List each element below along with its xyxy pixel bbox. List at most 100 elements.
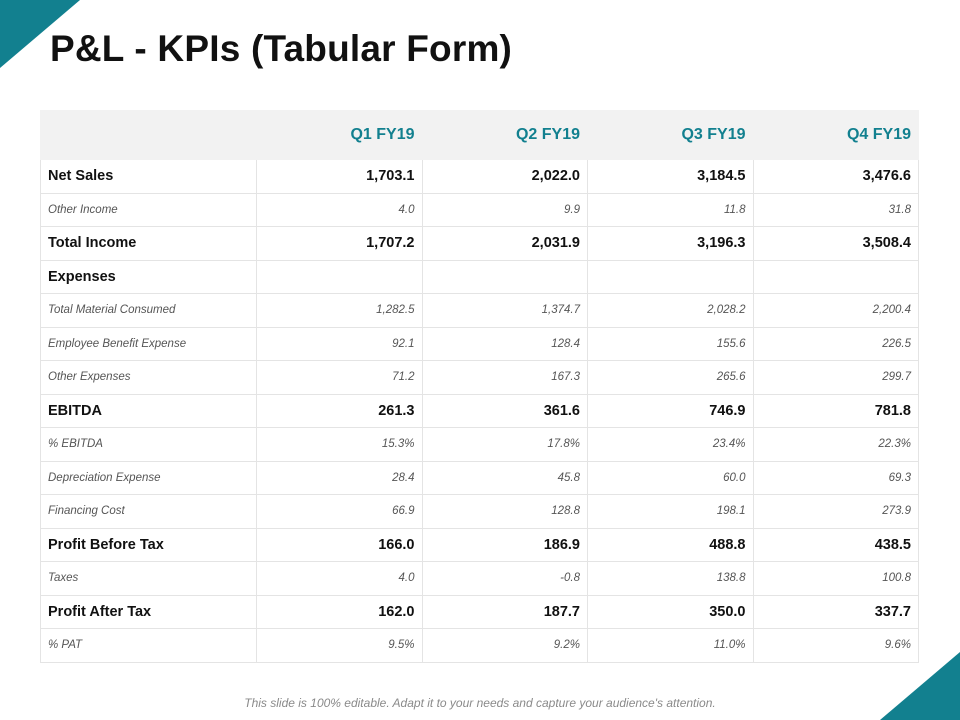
table-cell: 350.0 xyxy=(587,594,754,629)
table-row: Total Income 1,707.2 2,031.9 3,196.3 3,508.4 xyxy=(40,226,919,261)
table-cell: 9.5% xyxy=(256,628,423,663)
table-row: Expenses xyxy=(40,259,919,294)
table-row: % PAT 9.5% 9.2% 11.0% 9.6% xyxy=(40,628,919,663)
table-cell: 265.6 xyxy=(587,360,754,395)
row-label: Total Income xyxy=(40,226,257,261)
table-cell: 100.8 xyxy=(752,561,919,596)
column-header: Q1 FY19 xyxy=(256,110,423,160)
column-header: Q3 FY19 xyxy=(587,110,754,160)
table-cell: 261.3 xyxy=(256,393,423,428)
table-cell: 60.0 xyxy=(587,460,754,495)
kpi-table: Q1 FY19 Q2 FY19 Q3 FY19 Q4 FY19 Net Sale… xyxy=(40,110,919,663)
table-row: Other Expenses 71.2 167.3 265.6 299.7 xyxy=(40,360,919,395)
table-cell: 198.1 xyxy=(587,494,754,529)
row-label: Financing Cost xyxy=(40,494,257,529)
table-cell: 45.8 xyxy=(421,460,588,495)
table-cell: 167.3 xyxy=(421,360,588,395)
table-cell: 138.8 xyxy=(587,561,754,596)
table-cell: 186.9 xyxy=(421,527,588,562)
table-cell: 488.8 xyxy=(587,527,754,562)
table-row: Profit Before Tax 166.0 186.9 488.8 438.5 xyxy=(40,527,919,562)
table-row: EBITDA 261.3 361.6 746.9 781.8 xyxy=(40,393,919,428)
table-cell: 15.3% xyxy=(256,427,423,462)
row-label: Other Income xyxy=(40,192,257,227)
row-label: Total Material Consumed xyxy=(40,293,257,328)
table-row: Total Material Consumed 1,282.5 1,374.7 2,0… xyxy=(40,293,919,328)
table-cell: 2,031.9 xyxy=(421,226,588,261)
table-cell: 9.9 xyxy=(421,192,588,227)
table-cell: 11.0% xyxy=(587,628,754,663)
table-cell: 746.9 xyxy=(587,393,754,428)
row-label: Profit After Tax xyxy=(40,594,257,629)
column-header: Q2 FY19 xyxy=(421,110,588,160)
column-header xyxy=(40,110,257,160)
corner-decoration-bottom-right xyxy=(880,652,960,720)
table-cell: 9.6% xyxy=(752,628,919,663)
row-label: Net Sales xyxy=(40,159,257,194)
table-cell: 273.9 xyxy=(752,494,919,529)
table-cell: 1,707.2 xyxy=(256,226,423,261)
table-cell: 4.0 xyxy=(256,561,423,596)
table-cell: 31.8 xyxy=(752,192,919,227)
table-row: % EBITDA 15.3% 17.8% 23.4% 22.3% xyxy=(40,427,919,462)
row-label: Employee Benefit Expense xyxy=(40,326,257,361)
table-cell: 187.7 xyxy=(421,594,588,629)
table-row: Depreciation Expense 28.4 45.8 60.0 69.3 xyxy=(40,460,919,495)
row-label: Profit Before Tax xyxy=(40,527,257,562)
row-label: Other Expenses xyxy=(40,360,257,395)
row-label: Expenses xyxy=(40,259,257,294)
table-cell: 2,022.0 xyxy=(421,159,588,194)
table-cell: 781.8 xyxy=(752,393,919,428)
table-cell: 166.0 xyxy=(256,527,423,562)
table-cell: 438.5 xyxy=(752,527,919,562)
table-cell: 1,282.5 xyxy=(256,293,423,328)
table-cell: 299.7 xyxy=(752,360,919,395)
footer-note: This slide is 100% editable. Adapt it to… xyxy=(244,696,716,710)
table-cell xyxy=(752,259,919,294)
table-cell: 2,028.2 xyxy=(587,293,754,328)
table-cell: 3,184.5 xyxy=(587,159,754,194)
table-cell: 337.7 xyxy=(752,594,919,629)
table-cell: 1,703.1 xyxy=(256,159,423,194)
table-cell: 9.2% xyxy=(421,628,588,663)
table-cell: 22.3% xyxy=(752,427,919,462)
table-cell: 128.8 xyxy=(421,494,588,529)
page-title: P&L - KPIs (Tabular Form) xyxy=(50,28,513,69)
table-cell: 226.5 xyxy=(752,326,919,361)
table-cell: 162.0 xyxy=(256,594,423,629)
table-cell xyxy=(421,259,588,294)
table-cell: 23.4% xyxy=(587,427,754,462)
table-cell: 17.8% xyxy=(421,427,588,462)
column-header: Q4 FY19 xyxy=(752,110,919,160)
table-body: Net Sales 1,703.1 2,022.0 3,184.5 3,476.6 Oth… xyxy=(40,159,919,663)
row-label: % PAT xyxy=(40,628,257,663)
table-cell: 155.6 xyxy=(587,326,754,361)
table-cell: 71.2 xyxy=(256,360,423,395)
table-cell xyxy=(256,259,423,294)
table-header-row: Q1 FY19 Q2 FY19 Q3 FY19 Q4 FY19 xyxy=(40,110,919,160)
table-cell xyxy=(587,259,754,294)
table-cell: 11.8 xyxy=(587,192,754,227)
table-cell: 92.1 xyxy=(256,326,423,361)
table-cell: 361.6 xyxy=(421,393,588,428)
corner-decoration-top-left xyxy=(0,0,80,68)
table-cell: 66.9 xyxy=(256,494,423,529)
table-cell: -0.8 xyxy=(421,561,588,596)
row-label: Taxes xyxy=(40,561,257,596)
table-row: Profit After Tax 162.0 187.7 350.0 337.7 xyxy=(40,594,919,629)
table-cell: 1,374.7 xyxy=(421,293,588,328)
table-cell: 3,476.6 xyxy=(752,159,919,194)
table-row: Net Sales 1,703.1 2,022.0 3,184.5 3,476.6 xyxy=(40,159,919,194)
table-row: Employee Benefit Expense 92.1 128.4 155.6 22… xyxy=(40,326,919,361)
table-row: Other Income 4.0 9.9 11.8 31.8 xyxy=(40,192,919,227)
row-label: % EBITDA xyxy=(40,427,257,462)
table-cell: 28.4 xyxy=(256,460,423,495)
row-label: Depreciation Expense xyxy=(40,460,257,495)
table-cell: 128.4 xyxy=(421,326,588,361)
table-cell: 4.0 xyxy=(256,192,423,227)
table-cell: 2,200.4 xyxy=(752,293,919,328)
row-label: EBITDA xyxy=(40,393,257,428)
table-cell: 69.3 xyxy=(752,460,919,495)
table-cell: 3,196.3 xyxy=(587,226,754,261)
table-row: Financing Cost 66.9 128.8 198.1 273.9 xyxy=(40,494,919,529)
